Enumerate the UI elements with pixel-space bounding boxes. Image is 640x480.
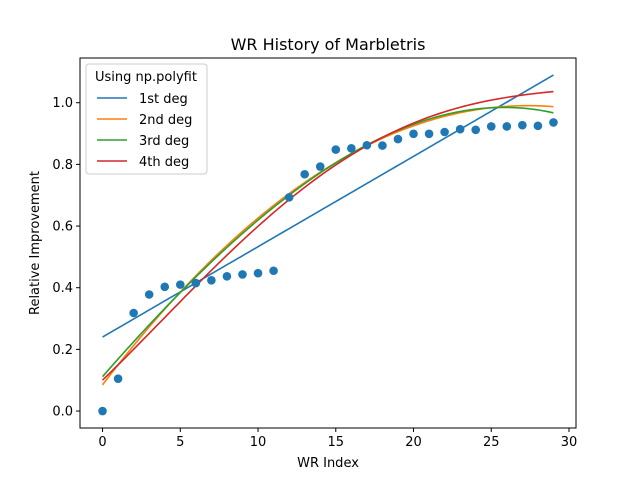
data-point	[269, 266, 278, 276]
data-point	[518, 120, 527, 130]
data-point	[144, 290, 154, 299]
x-tick-label: 25	[483, 435, 500, 450]
data-point	[207, 276, 216, 285]
fit-lines	[101, 74, 554, 386]
y-axis-label: Relative Improvement	[28, 171, 43, 315]
x-tick-label: 30	[561, 435, 578, 450]
data-point	[347, 144, 356, 153]
legend-box	[85, 63, 208, 175]
legend-entry-label: 1st deg	[139, 92, 188, 107]
data-point	[471, 125, 481, 135]
data-point	[486, 122, 496, 131]
data-point	[533, 121, 543, 131]
fit-line-3	[101, 106, 554, 378]
x-tick-label: 5	[176, 435, 184, 450]
data-point	[284, 193, 294, 202]
data-point	[315, 162, 325, 171]
y-tick-label: 0.8	[52, 158, 73, 173]
data-point	[160, 282, 170, 292]
data-point	[424, 129, 434, 139]
data-point	[191, 278, 201, 288]
x-tick-label: 10	[250, 435, 267, 450]
data-point	[300, 169, 309, 179]
y-tick-label: 0.0	[52, 405, 73, 420]
legend: Using np.polyfit 1st deg 2nd deg 3rd deg 4t…	[85, 63, 208, 175]
data-point	[455, 124, 465, 134]
x-axis-label: WR Index	[297, 456, 359, 471]
chart-title: WR History of Marbletris	[231, 35, 426, 54]
legend-entry-label: 4th deg	[139, 155, 189, 170]
legend-entry-label: 3rd deg	[139, 134, 189, 149]
data-point	[331, 145, 341, 154]
legend-entry-label: 2nd deg	[139, 113, 192, 128]
data-point	[222, 272, 232, 281]
data-point	[129, 308, 138, 318]
data-point	[393, 134, 403, 144]
data-point	[113, 374, 123, 383]
plot-frame	[79, 57, 577, 429]
scatter-points	[98, 118, 558, 416]
fit-line-1	[102, 74, 554, 338]
x-tick-label: 0	[98, 435, 106, 450]
x-axis: 0 5 10 15 20 25 30	[98, 428, 577, 450]
data-point	[362, 140, 372, 150]
y-tick-label: 0.4	[52, 281, 73, 296]
x-tick-label: 20	[405, 435, 422, 450]
data-point	[175, 280, 185, 289]
fit-line-4	[101, 90, 554, 381]
data-point	[238, 270, 247, 279]
y-axis: 0.0 0.2 0.4 0.6 0.8 1.0	[52, 96, 80, 420]
y-tick-label: 1.0	[52, 96, 73, 111]
data-point	[549, 118, 558, 127]
data-point	[378, 141, 387, 150]
data-point	[253, 268, 263, 278]
data-point	[440, 127, 449, 137]
y-tick-label: 0.2	[52, 343, 73, 358]
legend-entries: 1st deg 2nd deg 3rd deg 4th deg	[97, 92, 192, 170]
data-point	[98, 406, 107, 416]
data-point	[502, 122, 512, 131]
legend-title: Using np.polyfit	[95, 70, 197, 85]
y-tick-label: 0.6	[52, 220, 73, 235]
data-point	[409, 129, 418, 139]
x-tick-label: 15	[328, 435, 345, 450]
